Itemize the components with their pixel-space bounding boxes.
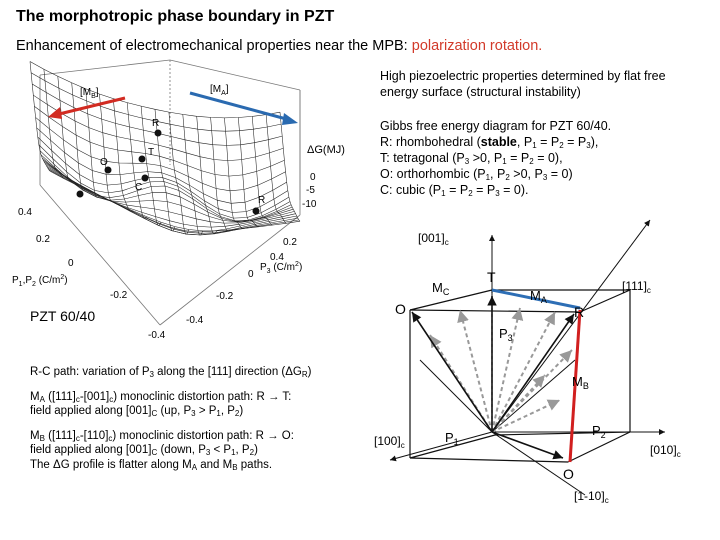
p12-tick-3: -0.2 [110, 290, 128, 301]
rc-path-text: R-C path: variation of P3 along the [111… [30, 366, 312, 379]
p1-label: P1 [445, 430, 459, 447]
dir-010-label: [010]c [650, 443, 681, 459]
p12-tick-1: 0.2 [36, 234, 50, 245]
surface-points: R T O C R [76, 118, 265, 215]
ma-label: MA [530, 288, 547, 305]
piezo-note-line2: energy surface (structural instability) [380, 85, 581, 99]
point-r-top: R [152, 118, 159, 129]
mesh-line [30, 72, 282, 132]
p3-tick-1: 0.4 [270, 252, 284, 263]
point-c: C [135, 182, 142, 193]
dir-100-label: [100]c [374, 434, 405, 450]
o-bottom-label: O [563, 466, 574, 482]
polarization-cube-diagram: [001]c [111]c [100]c [010]c [1-10]c MC M… [374, 219, 681, 505]
subtitle-highlight: polarization rotation. [411, 38, 543, 54]
mesh-line [29, 61, 281, 119]
o-left-label: O [395, 301, 406, 317]
gibbs-t-line: T: tetragonal (P3 >0, P1 = P2 = 0), [380, 151, 563, 166]
gibbs-r-line: R: rhombohedral (stable, P1 = P2 = P3), [380, 135, 599, 150]
mb-arrow [48, 96, 126, 119]
mb-bracket-label: [MB] [80, 87, 99, 100]
p12-tick-0: 0.4 [18, 207, 32, 218]
subtitle-lead: Enhancement of electromechanical propert… [16, 38, 412, 54]
path-descriptions: R-C path: variation of P3 along the [111… [30, 365, 375, 482]
p3-tick-0: 0.2 [283, 237, 297, 248]
dg-axis-label: ΔG(MJ) [307, 144, 345, 156]
point-t: T [148, 147, 154, 158]
ma-path-line [491, 288, 581, 310]
p3-label: P3 [499, 326, 513, 343]
surface-mesh [29, 61, 301, 236]
p12-tick-4: -0.4 [148, 330, 166, 341]
p3-tick-3: -0.2 [216, 291, 234, 302]
gibbs-o-line: O: orthorhombic (P1, P2 >0, P3 = 0) [380, 167, 573, 182]
piezo-note: High piezoelectric properties determined… [380, 68, 710, 100]
dir-111-label: [111]c [622, 279, 651, 295]
mesh-line [38, 144, 290, 219]
p3-axis-label: P3 (C/m2) [260, 261, 302, 275]
ma-bracket-label: [MA] [210, 84, 229, 97]
dg-tick-m10: -10 [302, 199, 317, 210]
surface-box-frame [39, 59, 301, 326]
mesh-line [99, 93, 120, 206]
r-label: R [574, 304, 584, 320]
direction-axes [389, 219, 665, 496]
gibbs-legend: Gibbs free energy diagram for PZT 60/40.… [380, 118, 710, 198]
subtitle: Enhancement of electromechanical propert… [16, 38, 542, 54]
mesh-line [279, 112, 301, 222]
mb-path-text: MB ([111]c-[110]c) monoclinic distortion… [30, 429, 294, 472]
mb-label: MB [572, 374, 589, 391]
mesh-line [36, 127, 287, 204]
mesh-line [182, 114, 204, 236]
ma-path-text: MA ([111]c-[001]c) monoclinic distortion… [30, 390, 292, 418]
stable-word: stable [480, 135, 517, 149]
dg-tick-m5: -5 [306, 185, 315, 196]
dir-1m10-label: [1-10]c [574, 489, 609, 505]
p2-label: P2 [592, 423, 606, 440]
mb-path-line [568, 309, 582, 463]
polarization-vectors [411, 296, 575, 460]
p12-tick-2: 0 [68, 258, 74, 269]
point-o: O [100, 157, 108, 168]
gibbs-heading: Gibbs free energy diagram for PZT 60/40. [380, 119, 612, 133]
mesh-line [265, 114, 287, 224]
gibbs-c-line: C: cubic (P1 = P2 = P3 = 0). [380, 183, 529, 198]
free-energy-surface-plot: [MB] [MA] ΔG(MJ) 0 -5 -10 0.4 0.2 0 -0.2… [12, 59, 345, 341]
mesh-line [196, 116, 217, 235]
mc-label: MC [432, 280, 450, 297]
intermediate-directions [429, 307, 573, 433]
mesh-line [33, 94, 284, 161]
p12-axis-label: P1,P2 (C/m2) [12, 274, 68, 288]
p3-tick-2: 0 [248, 269, 254, 280]
dir-001-label: [001]c [418, 231, 449, 247]
piezo-note-line1: High piezoelectric properties determined… [380, 69, 666, 83]
point-r-right: R [258, 195, 265, 206]
mesh-line [251, 116, 273, 226]
pzt-label: PZT 60/40 [30, 308, 96, 324]
p3-tick-4: -0.4 [186, 315, 204, 326]
mesh-line [113, 98, 134, 212]
t-label: T [487, 269, 496, 285]
ma-arrow [189, 91, 298, 125]
dg-tick-0: 0 [310, 172, 316, 183]
mesh-line [35, 117, 286, 192]
slide-title: The morphotropic phase boundary in PZT [16, 8, 335, 25]
